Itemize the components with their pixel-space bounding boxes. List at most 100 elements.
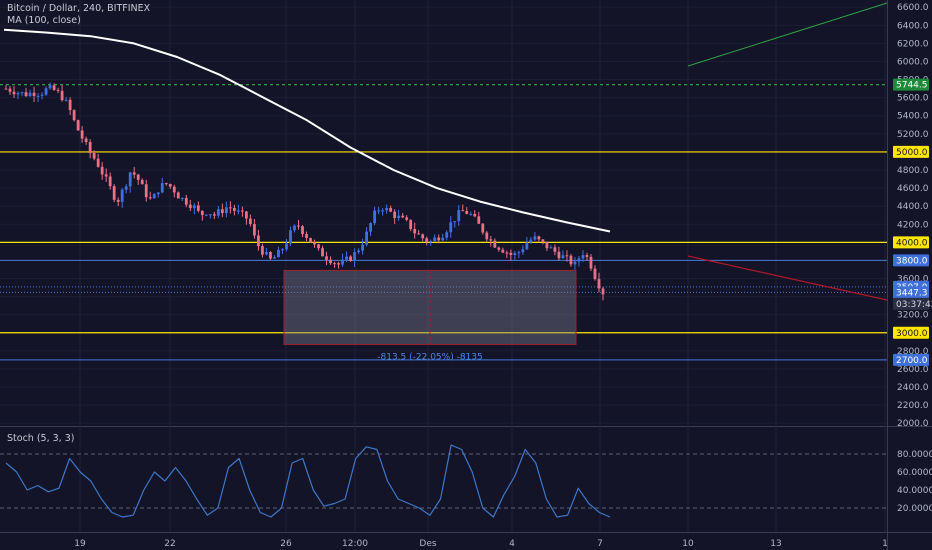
- candle-down: [232, 207, 236, 211]
- candle-up: [160, 183, 164, 193]
- price-tick-label: 2200.0: [897, 401, 929, 411]
- candle-up: [469, 213, 473, 215]
- red-trend-line: [687, 255, 888, 301]
- time-tick-label: 1: [882, 539, 888, 549]
- candle-down: [305, 234, 308, 238]
- time-tick-label: 4: [509, 539, 515, 549]
- candle-up: [124, 186, 128, 190]
- candle-down: [60, 90, 64, 101]
- price-tick-label: 2800.0: [897, 347, 929, 357]
- candle-up: [377, 210, 381, 212]
- candle-up: [216, 209, 220, 216]
- candle-up: [361, 244, 364, 251]
- measure-tool[interactable]: -813.5 (-22.05%) -8135: [283, 269, 577, 363]
- stoch-legend: Stoch (5, 3, 3): [7, 433, 75, 444]
- candle-down: [80, 130, 84, 139]
- price-tag-box: [893, 326, 929, 339]
- horizontal-levels: [0, 83, 887, 361]
- candle-down: [112, 186, 116, 200]
- candle-down: [12, 91, 16, 95]
- time-tick-label: 13: [770, 539, 781, 549]
- price-tick-label: 4400.0: [897, 202, 929, 212]
- candle-down: [333, 263, 336, 265]
- price-tick-label: 6400.0: [897, 21, 929, 31]
- symbol-legend: Bitcoin / Dollar, 240, BITFINEX: [7, 3, 151, 14]
- candle-down: [301, 226, 304, 235]
- candle-down: [537, 236, 541, 240]
- candle-down: [473, 213, 477, 217]
- candle-up: [44, 88, 48, 95]
- price-tag-box: [893, 297, 929, 310]
- candle-up: [453, 221, 457, 223]
- candle-down: [425, 238, 429, 243]
- candle-up: [513, 253, 517, 255]
- candle-down: [321, 248, 324, 257]
- candle-up: [289, 230, 292, 244]
- candle-down: [509, 252, 513, 255]
- candle-down: [245, 211, 248, 219]
- candle-up: [224, 207, 228, 214]
- candle-up: [549, 247, 553, 249]
- candle-down: [140, 179, 144, 185]
- candle-down: [184, 197, 188, 205]
- candle-down: [497, 247, 501, 250]
- candle-down: [477, 216, 481, 224]
- candle-down: [493, 240, 497, 248]
- stoch-tick-label: 80.0000: [897, 450, 932, 460]
- ma-line: [3, 28, 611, 233]
- candle-down: [52, 85, 56, 90]
- candle-up: [156, 192, 160, 195]
- candle-up: [204, 214, 208, 216]
- candle-up: [152, 194, 156, 199]
- candle-up: [120, 189, 124, 202]
- candle-down: [409, 219, 413, 230]
- candle-up: [385, 207, 389, 211]
- candle-up: [457, 210, 461, 222]
- price-tick-label: 5400.0: [897, 112, 929, 122]
- candle-down: [212, 214, 216, 216]
- price-tag-label: 3000.0: [896, 329, 928, 339]
- candle-down: [32, 92, 36, 96]
- candle-up: [441, 237, 445, 241]
- candle-up: [36, 95, 40, 97]
- candle-up: [208, 214, 212, 216]
- candle-up: [180, 197, 184, 199]
- candle-up: [16, 93, 20, 95]
- candle-down: [168, 184, 172, 187]
- candle-up: [40, 94, 44, 96]
- stoch-tick-label: 40.0000: [897, 486, 932, 496]
- candle-up: [429, 240, 433, 243]
- time-axis[interactable]: 19 22 26 12:00 Des 4 7 10 13 1: [74, 539, 888, 549]
- candle-down: [405, 217, 409, 220]
- candle-down: [257, 235, 260, 247]
- candle-down: [261, 246, 264, 255]
- candle-down: [269, 252, 272, 259]
- candle-down: [553, 247, 557, 252]
- candle-down: [196, 205, 200, 211]
- candle-down: [585, 255, 589, 257]
- candle-down: [313, 242, 316, 245]
- candle-down: [325, 256, 328, 260]
- price-tick-label: 4200.0: [897, 220, 929, 230]
- candle-down: [593, 268, 597, 280]
- candle-down: [228, 207, 232, 209]
- candle-up: [341, 259, 344, 265]
- candle-down: [132, 172, 136, 175]
- candle-down: [240, 210, 244, 212]
- candle-down: [92, 153, 96, 159]
- candlesticks: [4, 82, 605, 301]
- price-tick-label: 3600.0: [897, 275, 929, 285]
- candle-down: [417, 233, 421, 235]
- price-tick-label: 5600.0: [897, 94, 929, 104]
- candle-up: [128, 172, 132, 187]
- candle-down: [104, 174, 108, 177]
- candle-down: [489, 239, 493, 241]
- price-tick-label: 2400.0: [897, 383, 929, 393]
- candle-up: [449, 222, 453, 233]
- candle-up: [529, 239, 533, 243]
- candle-up: [445, 232, 449, 238]
- candle-down: [501, 249, 505, 253]
- candle-down: [8, 88, 12, 92]
